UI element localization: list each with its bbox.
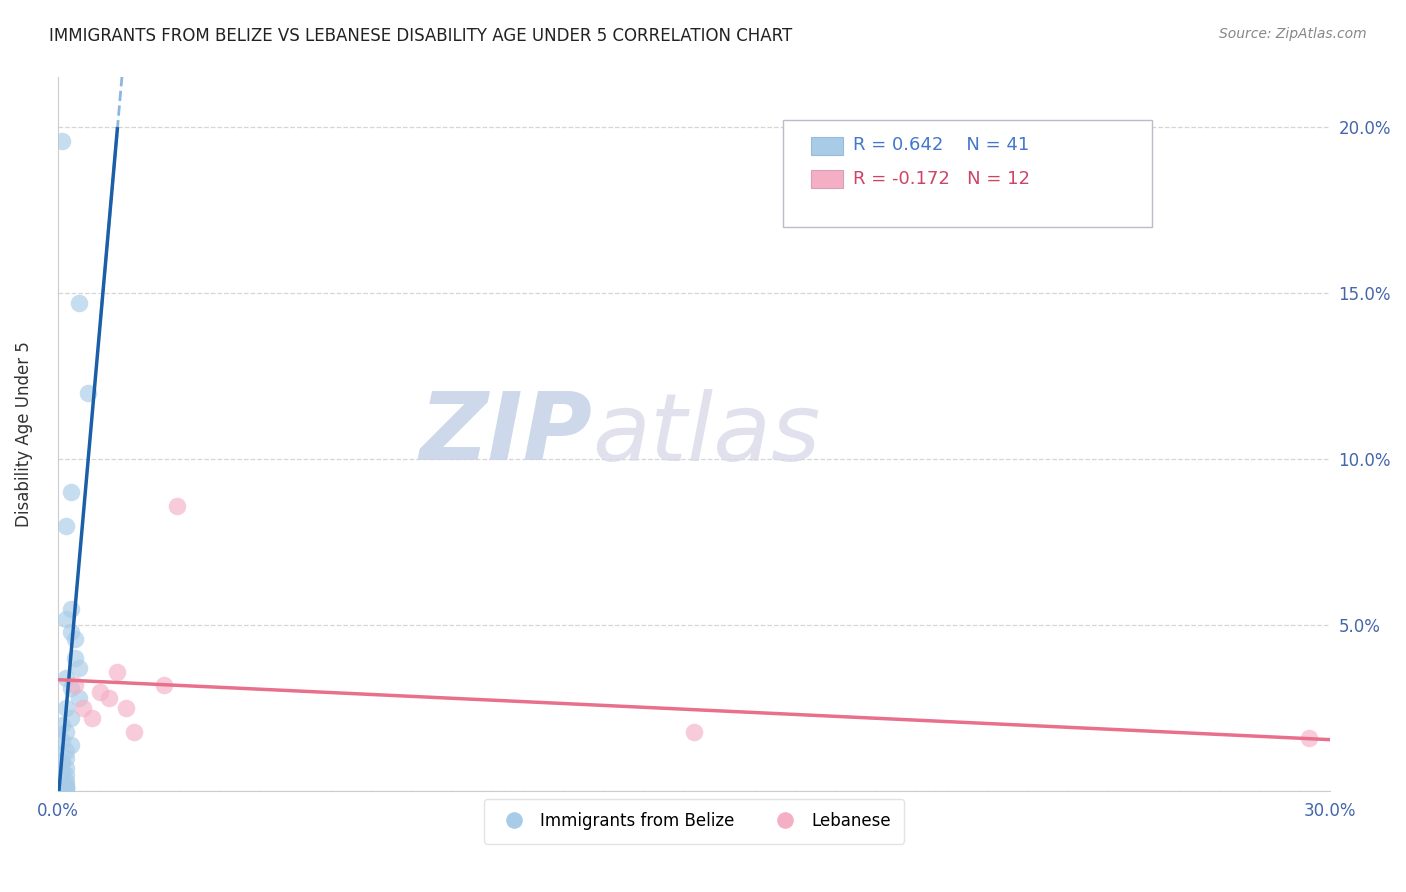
Bar (811, 170, 844, 188)
Point (51, 778, 73, 792)
Point (55, 612, 77, 626)
Point (1298, 731, 1320, 746)
Point (51, 134, 73, 148)
Point (67, 691, 90, 706)
Point (55, 774, 77, 789)
Point (59, 485, 82, 500)
Point (59, 681, 82, 696)
Text: IMMIGRANTS FROM BELIZE VS LEBANESE DISABILITY AGE UNDER 5 CORRELATION CHART: IMMIGRANTS FROM BELIZE VS LEBANESE DISAB… (49, 27, 793, 45)
Point (115, 701, 138, 715)
Point (59, 601, 82, 615)
Point (55, 701, 77, 715)
Point (55, 761, 77, 775)
FancyBboxPatch shape (783, 120, 1152, 227)
Point (76, 385, 98, 400)
Point (51, 778, 73, 792)
Point (51, 780, 73, 795)
Point (59, 711, 82, 725)
Point (55, 751, 77, 765)
Point (89, 684, 111, 698)
Point (55, 780, 77, 795)
Point (55, 672, 77, 686)
Point (51, 718, 73, 732)
Point (59, 624, 82, 639)
Point (67, 296, 90, 310)
Point (683, 724, 706, 739)
Point (63, 651, 86, 665)
Point (51, 780, 73, 795)
Point (55, 780, 77, 795)
Point (55, 744, 77, 758)
Text: atlas: atlas (592, 389, 821, 480)
Point (124, 724, 146, 739)
Point (55, 518, 77, 533)
Point (55, 780, 77, 795)
Bar (811, 136, 844, 154)
Point (63, 678, 86, 692)
Y-axis label: Disability Age Under 5: Disability Age Under 5 (15, 342, 32, 527)
Point (67, 661, 90, 675)
Point (51, 780, 73, 795)
Point (63, 632, 86, 646)
Point (51, 764, 73, 779)
Point (51, 734, 73, 748)
Point (51, 774, 73, 789)
Point (153, 678, 176, 692)
Point (166, 499, 188, 513)
Point (55, 724, 77, 739)
Text: R = -0.172   N = 12: R = -0.172 N = 12 (853, 169, 1031, 188)
Point (51, 780, 73, 795)
Point (97, 691, 120, 706)
Point (55, 778, 77, 792)
Text: R = 0.642    N = 41: R = 0.642 N = 41 (853, 136, 1029, 154)
Point (105, 665, 128, 679)
Point (51, 780, 73, 795)
Legend: Immigrants from Belize, Lebanese: Immigrants from Belize, Lebanese (484, 799, 904, 844)
Point (51, 780, 73, 795)
Text: Source: ZipAtlas.com: Source: ZipAtlas.com (1219, 27, 1367, 41)
Point (55, 767, 77, 781)
Point (80, 711, 103, 725)
Point (51, 771, 73, 785)
Point (51, 755, 73, 769)
Point (59, 738, 82, 752)
Text: ZIP: ZIP (419, 388, 592, 481)
Point (72, 701, 94, 715)
